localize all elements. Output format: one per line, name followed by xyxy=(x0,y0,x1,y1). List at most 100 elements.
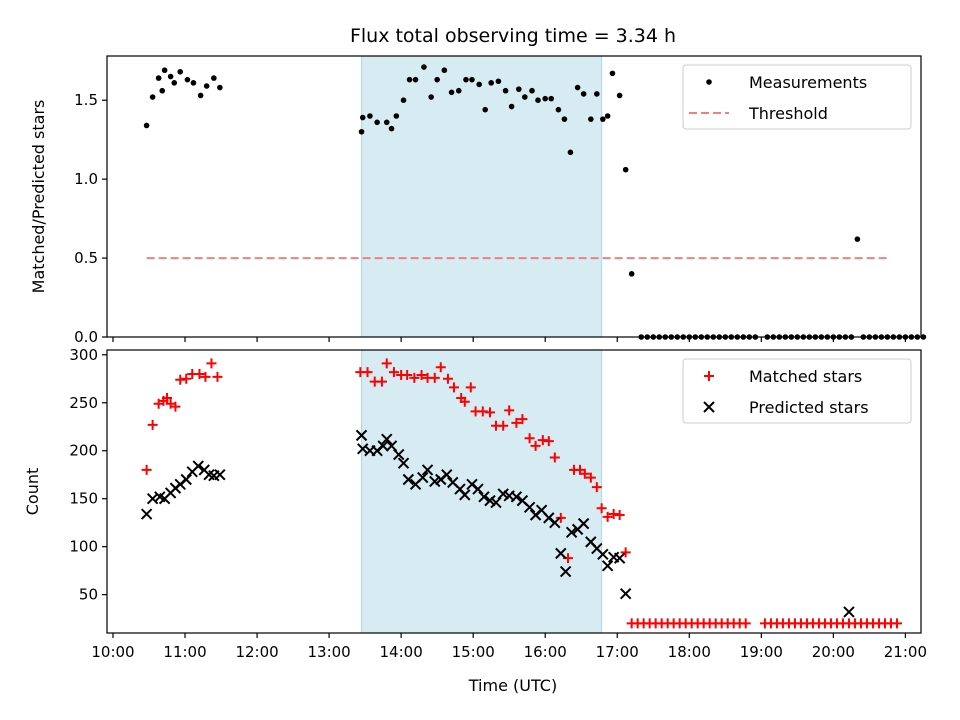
measurement-point xyxy=(359,114,366,121)
legend-box xyxy=(682,358,912,424)
measurement-point xyxy=(574,84,581,91)
measurement-point xyxy=(469,76,475,83)
y-tick-label: 300 xyxy=(69,346,98,364)
measurement-point xyxy=(542,95,549,102)
top-panel-ratio: 0.0 0.5 1.0 1.5 Matched/Predicted stars Measu… xyxy=(29,55,927,346)
measurement-point xyxy=(866,334,873,340)
measurement-point xyxy=(740,334,747,340)
matched-star-point xyxy=(141,464,152,475)
x-tick-label: 16:00 xyxy=(524,643,567,661)
measurement-point xyxy=(434,76,440,83)
measurement-point xyxy=(896,334,903,340)
measurement-point xyxy=(143,122,150,129)
matched-star-point xyxy=(555,512,566,523)
measurement-point xyxy=(522,94,528,100)
measurement-point xyxy=(746,334,753,340)
axes-frame xyxy=(106,55,922,338)
measurement-point xyxy=(548,95,555,102)
measurement-point xyxy=(383,119,390,126)
matched-star-point xyxy=(442,373,453,384)
measurement-point xyxy=(914,334,921,340)
measurement-point xyxy=(692,334,699,340)
measurement-point xyxy=(638,334,645,340)
measurement-point xyxy=(764,334,771,340)
measurement-point xyxy=(441,67,448,74)
matched-star-point xyxy=(170,401,181,412)
predicted-star-point xyxy=(478,491,490,503)
measurement-point xyxy=(155,75,162,81)
predicted-star-point xyxy=(843,606,855,618)
measurement-point xyxy=(908,334,915,340)
predicted-star-point xyxy=(417,471,429,484)
measurement-point xyxy=(567,149,574,156)
legend-label: Measurements xyxy=(749,73,867,92)
predicted-star-point xyxy=(214,469,226,481)
matched-star-point xyxy=(484,407,495,418)
measurement-point xyxy=(393,113,400,119)
legend-box xyxy=(682,64,912,130)
matched-star-point xyxy=(511,417,522,428)
matched-star-point xyxy=(459,396,470,407)
predicted-star-point xyxy=(180,473,192,486)
measurement-point xyxy=(782,334,789,340)
matched-star-point xyxy=(620,547,631,558)
matched-star-point xyxy=(435,362,446,373)
measurement-point xyxy=(588,116,594,122)
matched-star-point xyxy=(891,618,902,629)
measurement-point xyxy=(920,334,927,340)
measurement-point xyxy=(776,334,783,340)
y-tick-label: 1.5 xyxy=(74,91,98,109)
predicted-star-point xyxy=(601,560,614,572)
matched-star-point xyxy=(585,472,596,483)
measurement-point xyxy=(710,334,717,340)
x-tick-label: 19:00 xyxy=(740,643,783,661)
y-tick-label: 0.0 xyxy=(74,328,98,346)
predicted-star-point xyxy=(577,517,590,530)
x-tick-label: 11:00 xyxy=(163,643,206,661)
matched-star-point xyxy=(162,392,173,403)
measurement-point xyxy=(488,80,494,86)
matched-star-point xyxy=(524,433,535,444)
predicted-star-point xyxy=(402,473,415,486)
measurement-point xyxy=(217,84,223,91)
measurement-point xyxy=(609,70,616,77)
predicted-star-point xyxy=(421,464,434,476)
matched-star-point xyxy=(381,358,392,369)
measurement-point xyxy=(878,334,885,340)
predicted-star-point xyxy=(565,526,578,538)
measurement-point xyxy=(184,76,191,83)
measurement-point xyxy=(734,334,741,340)
matched-star-point xyxy=(498,420,509,431)
measurement-point xyxy=(561,116,568,122)
x-tick-label: 17:00 xyxy=(596,643,639,661)
x-tick-label: 20:00 xyxy=(812,643,855,661)
matched-star-point xyxy=(740,618,751,629)
measurement-point xyxy=(421,64,427,70)
matched-star-point xyxy=(504,405,515,416)
matched-star-point xyxy=(194,368,205,379)
measurement-point xyxy=(698,334,705,340)
matched-star-point xyxy=(362,367,373,378)
measurement-point xyxy=(463,76,469,83)
matched-star-point xyxy=(591,482,602,493)
measurement-point xyxy=(704,334,711,340)
measurement-point xyxy=(806,334,813,340)
legend-marker-measurements xyxy=(706,79,712,85)
x-tick-label: 18:00 xyxy=(668,643,711,661)
matched-star-point xyxy=(602,511,613,522)
observing-span xyxy=(361,55,603,338)
measurement-point xyxy=(686,334,693,340)
measurement-point xyxy=(367,113,373,119)
measurement-point xyxy=(872,334,879,340)
matched-star-point xyxy=(181,373,192,384)
predicted-star-point xyxy=(613,552,626,564)
measurement-point xyxy=(177,68,184,75)
y-axis-label: Matched/Predicted stars xyxy=(29,100,48,294)
measurement-point xyxy=(860,334,867,340)
measurement-point xyxy=(830,334,837,340)
measurement-point xyxy=(406,76,413,83)
y-axis-label: Count xyxy=(23,468,42,516)
measurement-point xyxy=(555,106,562,113)
predicted-star-point xyxy=(377,440,389,452)
